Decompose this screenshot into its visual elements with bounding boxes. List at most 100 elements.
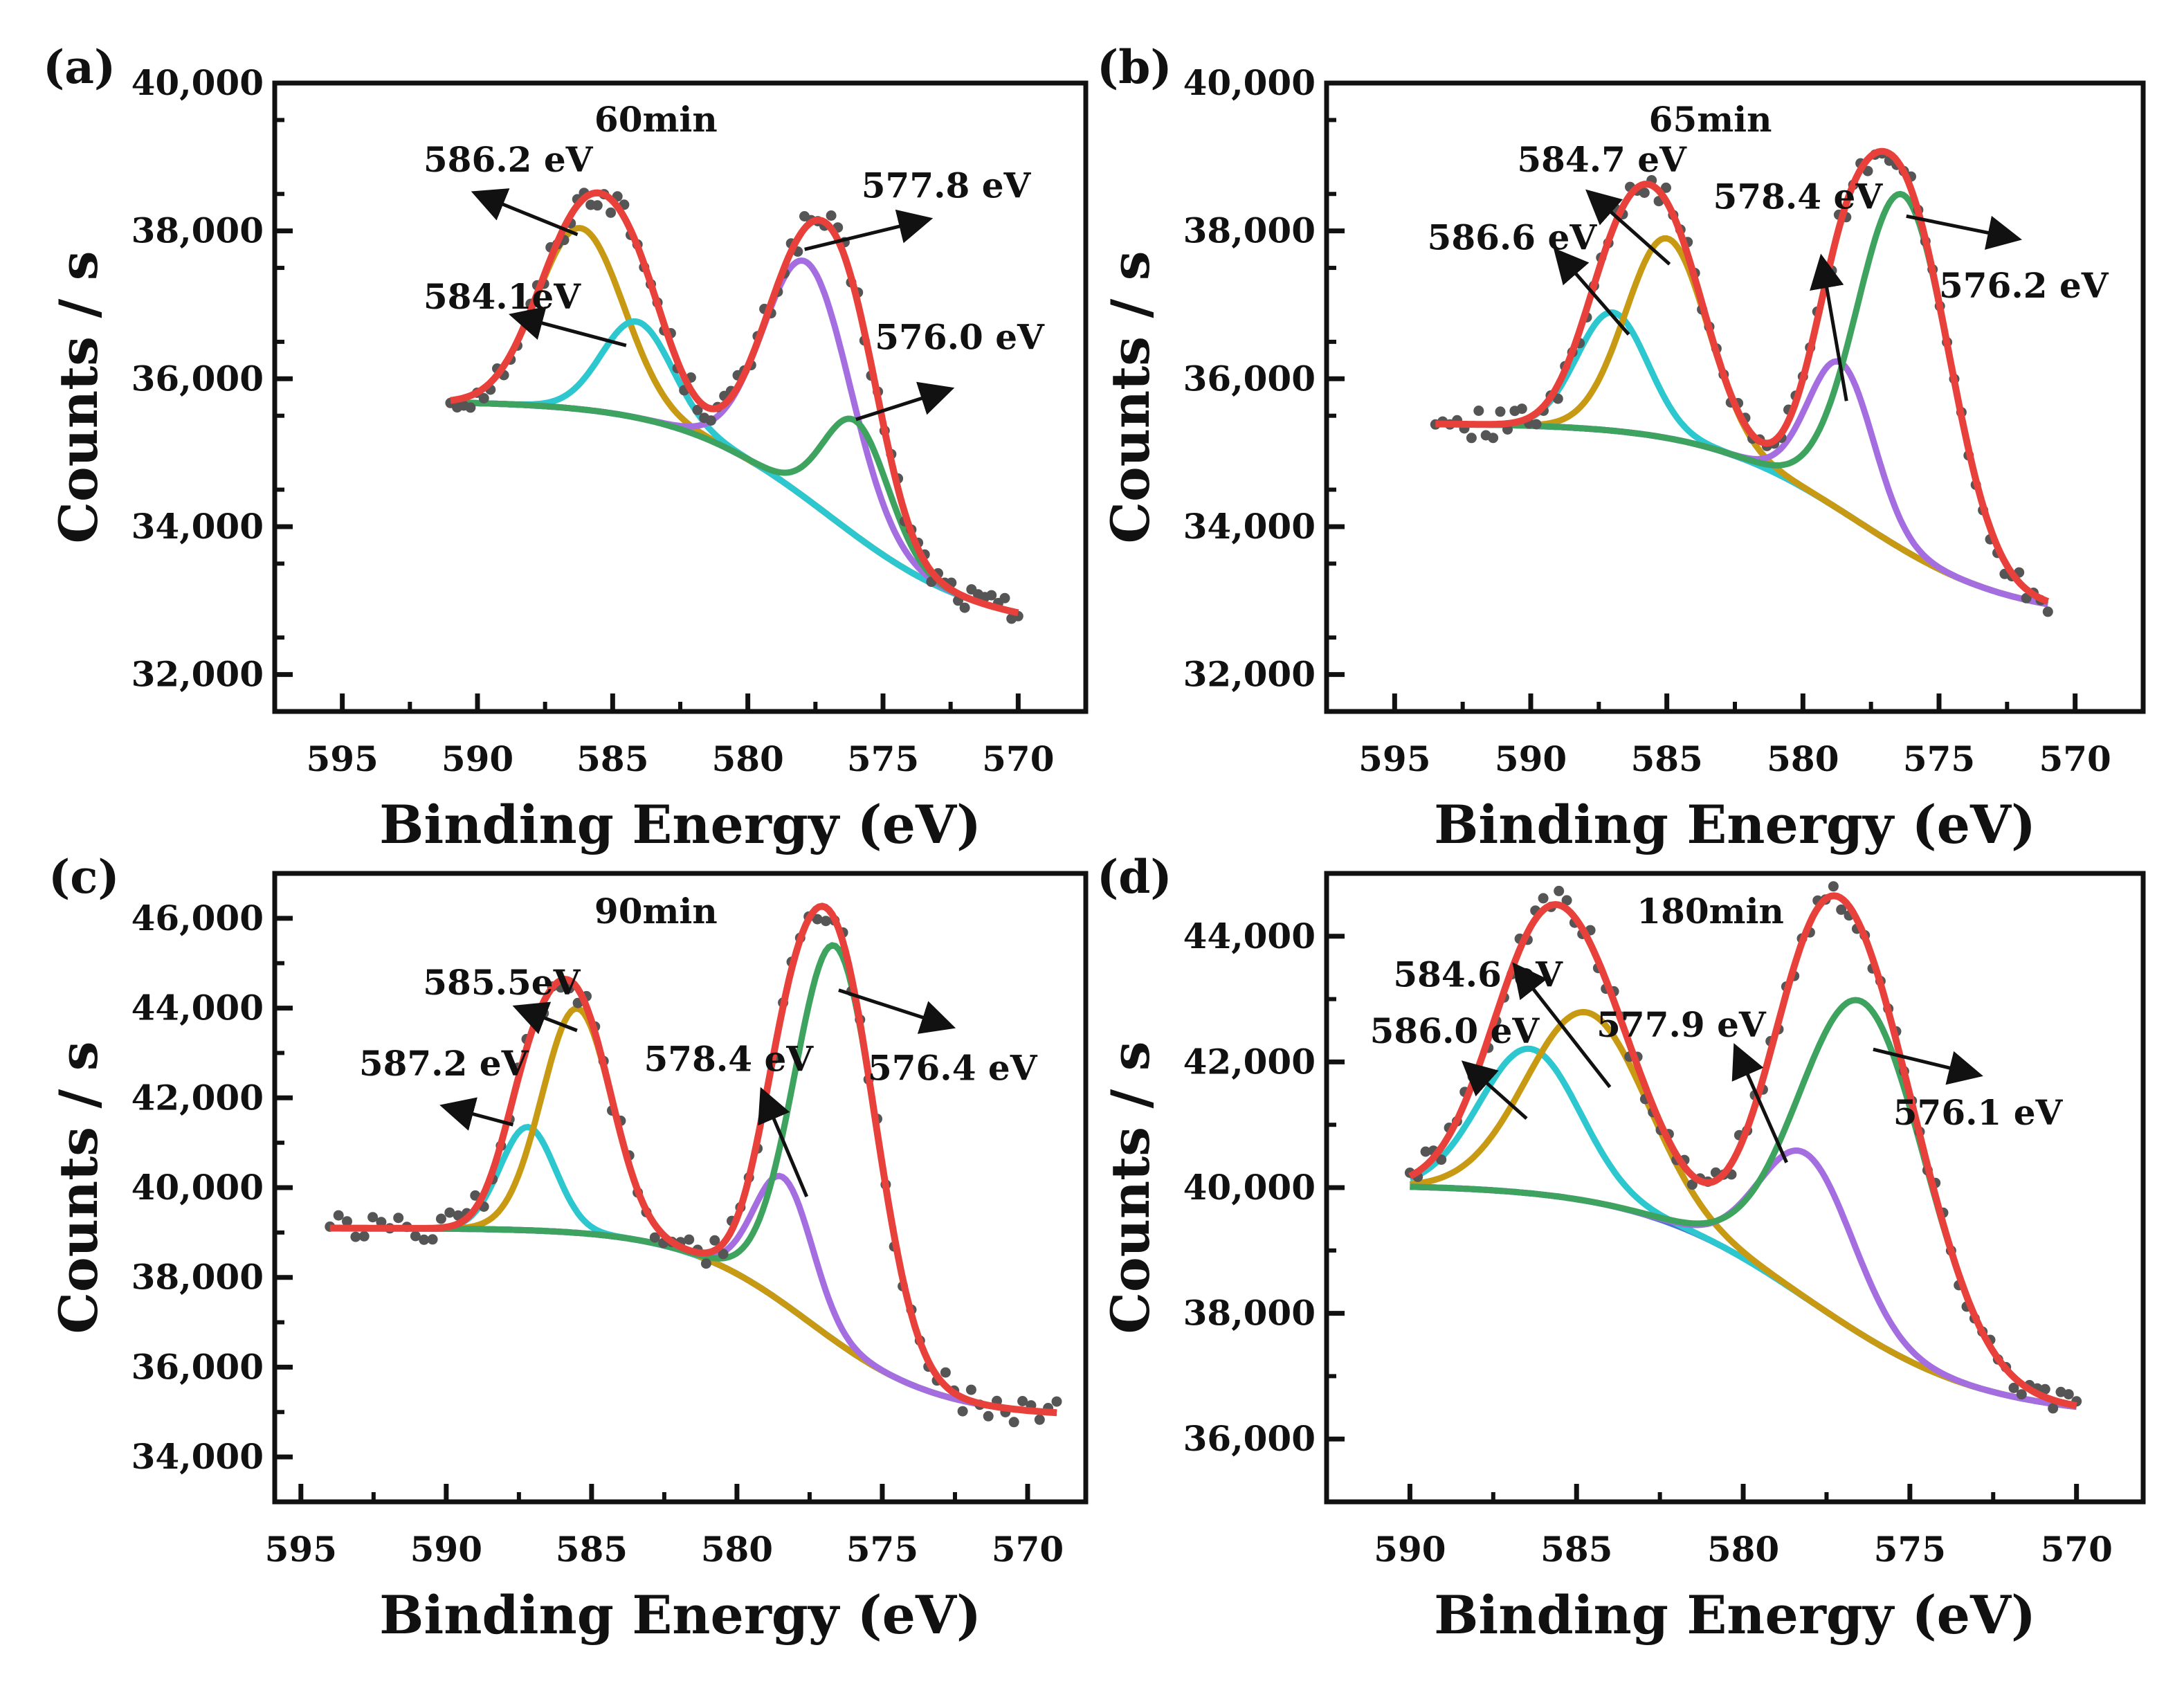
envelope-curve	[329, 902, 1057, 1417]
panel-title: 90min	[594, 891, 718, 932]
y-tick-label: 36,000	[1183, 1418, 1316, 1459]
x-tick-label: 580	[1767, 738, 1839, 779]
annotation-arrow	[838, 988, 956, 1034]
x-tick-label: 595	[265, 1529, 337, 1570]
y-tick-label: 42,000	[131, 1077, 264, 1118]
data-point	[1495, 406, 1506, 417]
annotation-arrow	[1553, 248, 1630, 336]
data-point	[1008, 1417, 1019, 1428]
panel-b: (b) 65min 32,000 34,000 36,000 38,000 40,000 59…	[1097, 40, 2146, 855]
y-tick-label: 44,000	[1183, 916, 1316, 956]
y-tick-label: 36,000	[131, 358, 264, 399]
data-point	[376, 1217, 387, 1228]
data-point	[592, 200, 603, 211]
data-point	[1836, 904, 1847, 915]
x-tick-label: 590	[1374, 1529, 1446, 1570]
data-point	[1828, 881, 1839, 892]
y-tick-label: 46,000	[131, 898, 264, 938]
data-point	[1561, 895, 1572, 906]
y-axis-title: Counts / s	[48, 251, 109, 543]
envelope-curve	[1435, 147, 2050, 605]
panel-c: (c) 90min 34,000 36,000 38,000 40,000 42,000 44…	[48, 850, 1089, 1646]
y-axis-title: Counts / s	[1100, 251, 1161, 543]
data-point	[2063, 1389, 2074, 1400]
data-point	[1639, 188, 1650, 198]
data-point	[812, 914, 823, 925]
data-point	[1554, 885, 1565, 896]
annotation-label: 577.8 eV	[862, 165, 1032, 206]
component-peak-4	[329, 942, 1057, 1416]
annotation-arrow	[1585, 189, 1671, 266]
annotation-arrow	[1461, 1060, 1528, 1120]
annotation-label: 584.1eV	[424, 276, 581, 317]
annotation-arrow	[855, 381, 955, 421]
annotation-label: 576.2 eV	[1939, 265, 2109, 306]
data-point	[1473, 406, 1484, 416]
annotation-label: 576.4 eV	[868, 1047, 1038, 1088]
y-tick-label: 36,000	[1183, 358, 1316, 399]
x-axis-title: Binding Energy (eV)	[1434, 794, 2036, 855]
data-point	[2055, 1386, 2066, 1397]
data-point	[1436, 1154, 1447, 1165]
y-tick-label: 38,000	[1183, 1293, 1316, 1334]
annotation-label: 578.4 eV	[644, 1038, 814, 1079]
y-tick-label: 38,000	[131, 210, 264, 251]
data-point	[478, 392, 489, 403]
data-point	[350, 1231, 361, 1242]
data-point	[367, 1212, 379, 1223]
data-point	[965, 1384, 976, 1395]
x-tick-label: 585	[576, 738, 648, 779]
data-point	[1531, 419, 1542, 430]
data-point	[465, 402, 476, 413]
data-point	[2048, 1403, 2059, 1414]
y-tick-label: 40,000	[131, 62, 264, 103]
x-tick-label: 585	[556, 1529, 628, 1570]
data-point	[427, 1234, 438, 1245]
data-point	[1661, 182, 1671, 193]
data-point	[700, 1258, 711, 1269]
data-point	[709, 1235, 720, 1246]
y-tick-label: 40,000	[131, 1167, 264, 1208]
y-tick-label: 38,000	[131, 1257, 264, 1298]
x-tick-label: 575	[847, 738, 919, 779]
y-tick-label: 34,000	[1183, 506, 1316, 547]
x-tick-label: 585	[1630, 738, 1702, 779]
annotation-arrow	[1810, 253, 1848, 401]
panel-letter: (c)	[48, 850, 120, 904]
data-point	[718, 1249, 729, 1260]
annotation-arrow	[509, 306, 627, 347]
data-point	[342, 1216, 352, 1227]
data-point	[393, 1213, 404, 1224]
y-tick-label: 36,000	[131, 1346, 264, 1387]
data-point	[453, 1210, 464, 1221]
data-point	[705, 415, 716, 426]
x-tick-label: 575	[1874, 1529, 1946, 1570]
annotation-label: 576.0 eV	[875, 317, 1045, 358]
annotation-label: 576.1 eV	[1893, 1092, 2064, 1133]
annotation-label: 586.2 eV	[424, 139, 594, 180]
panel-title: 180min	[1637, 891, 1784, 932]
data-point	[820, 916, 831, 927]
data-point	[1051, 1396, 1062, 1407]
x-tick-label: 575	[846, 1529, 918, 1570]
y-tick-label: 32,000	[1183, 654, 1316, 695]
data-point	[2042, 606, 2053, 617]
y-tick-label: 40,000	[1183, 62, 1316, 103]
y-tick-label: 42,000	[1183, 1041, 1316, 1082]
data-point	[1686, 1179, 1698, 1190]
annotation-arrow	[1512, 962, 1612, 1089]
annotation-label: 586.0 eV	[1370, 1010, 1540, 1051]
annotation-arrow	[758, 1087, 809, 1197]
y-tick-label: 32,000	[131, 654, 264, 695]
annotation-arrow	[1873, 1047, 1983, 1085]
data-point	[419, 1234, 430, 1245]
data-point	[692, 404, 703, 415]
annotation-arrow	[1731, 1043, 1788, 1163]
x-axis-title: Binding Energy (eV)	[1434, 1584, 2036, 1646]
data-point	[2016, 1389, 2027, 1400]
background-curve	[1410, 1183, 2077, 1410]
data-point	[999, 592, 1010, 604]
data-point	[2008, 1382, 2019, 1393]
envelope-curve	[1408, 892, 2077, 1409]
